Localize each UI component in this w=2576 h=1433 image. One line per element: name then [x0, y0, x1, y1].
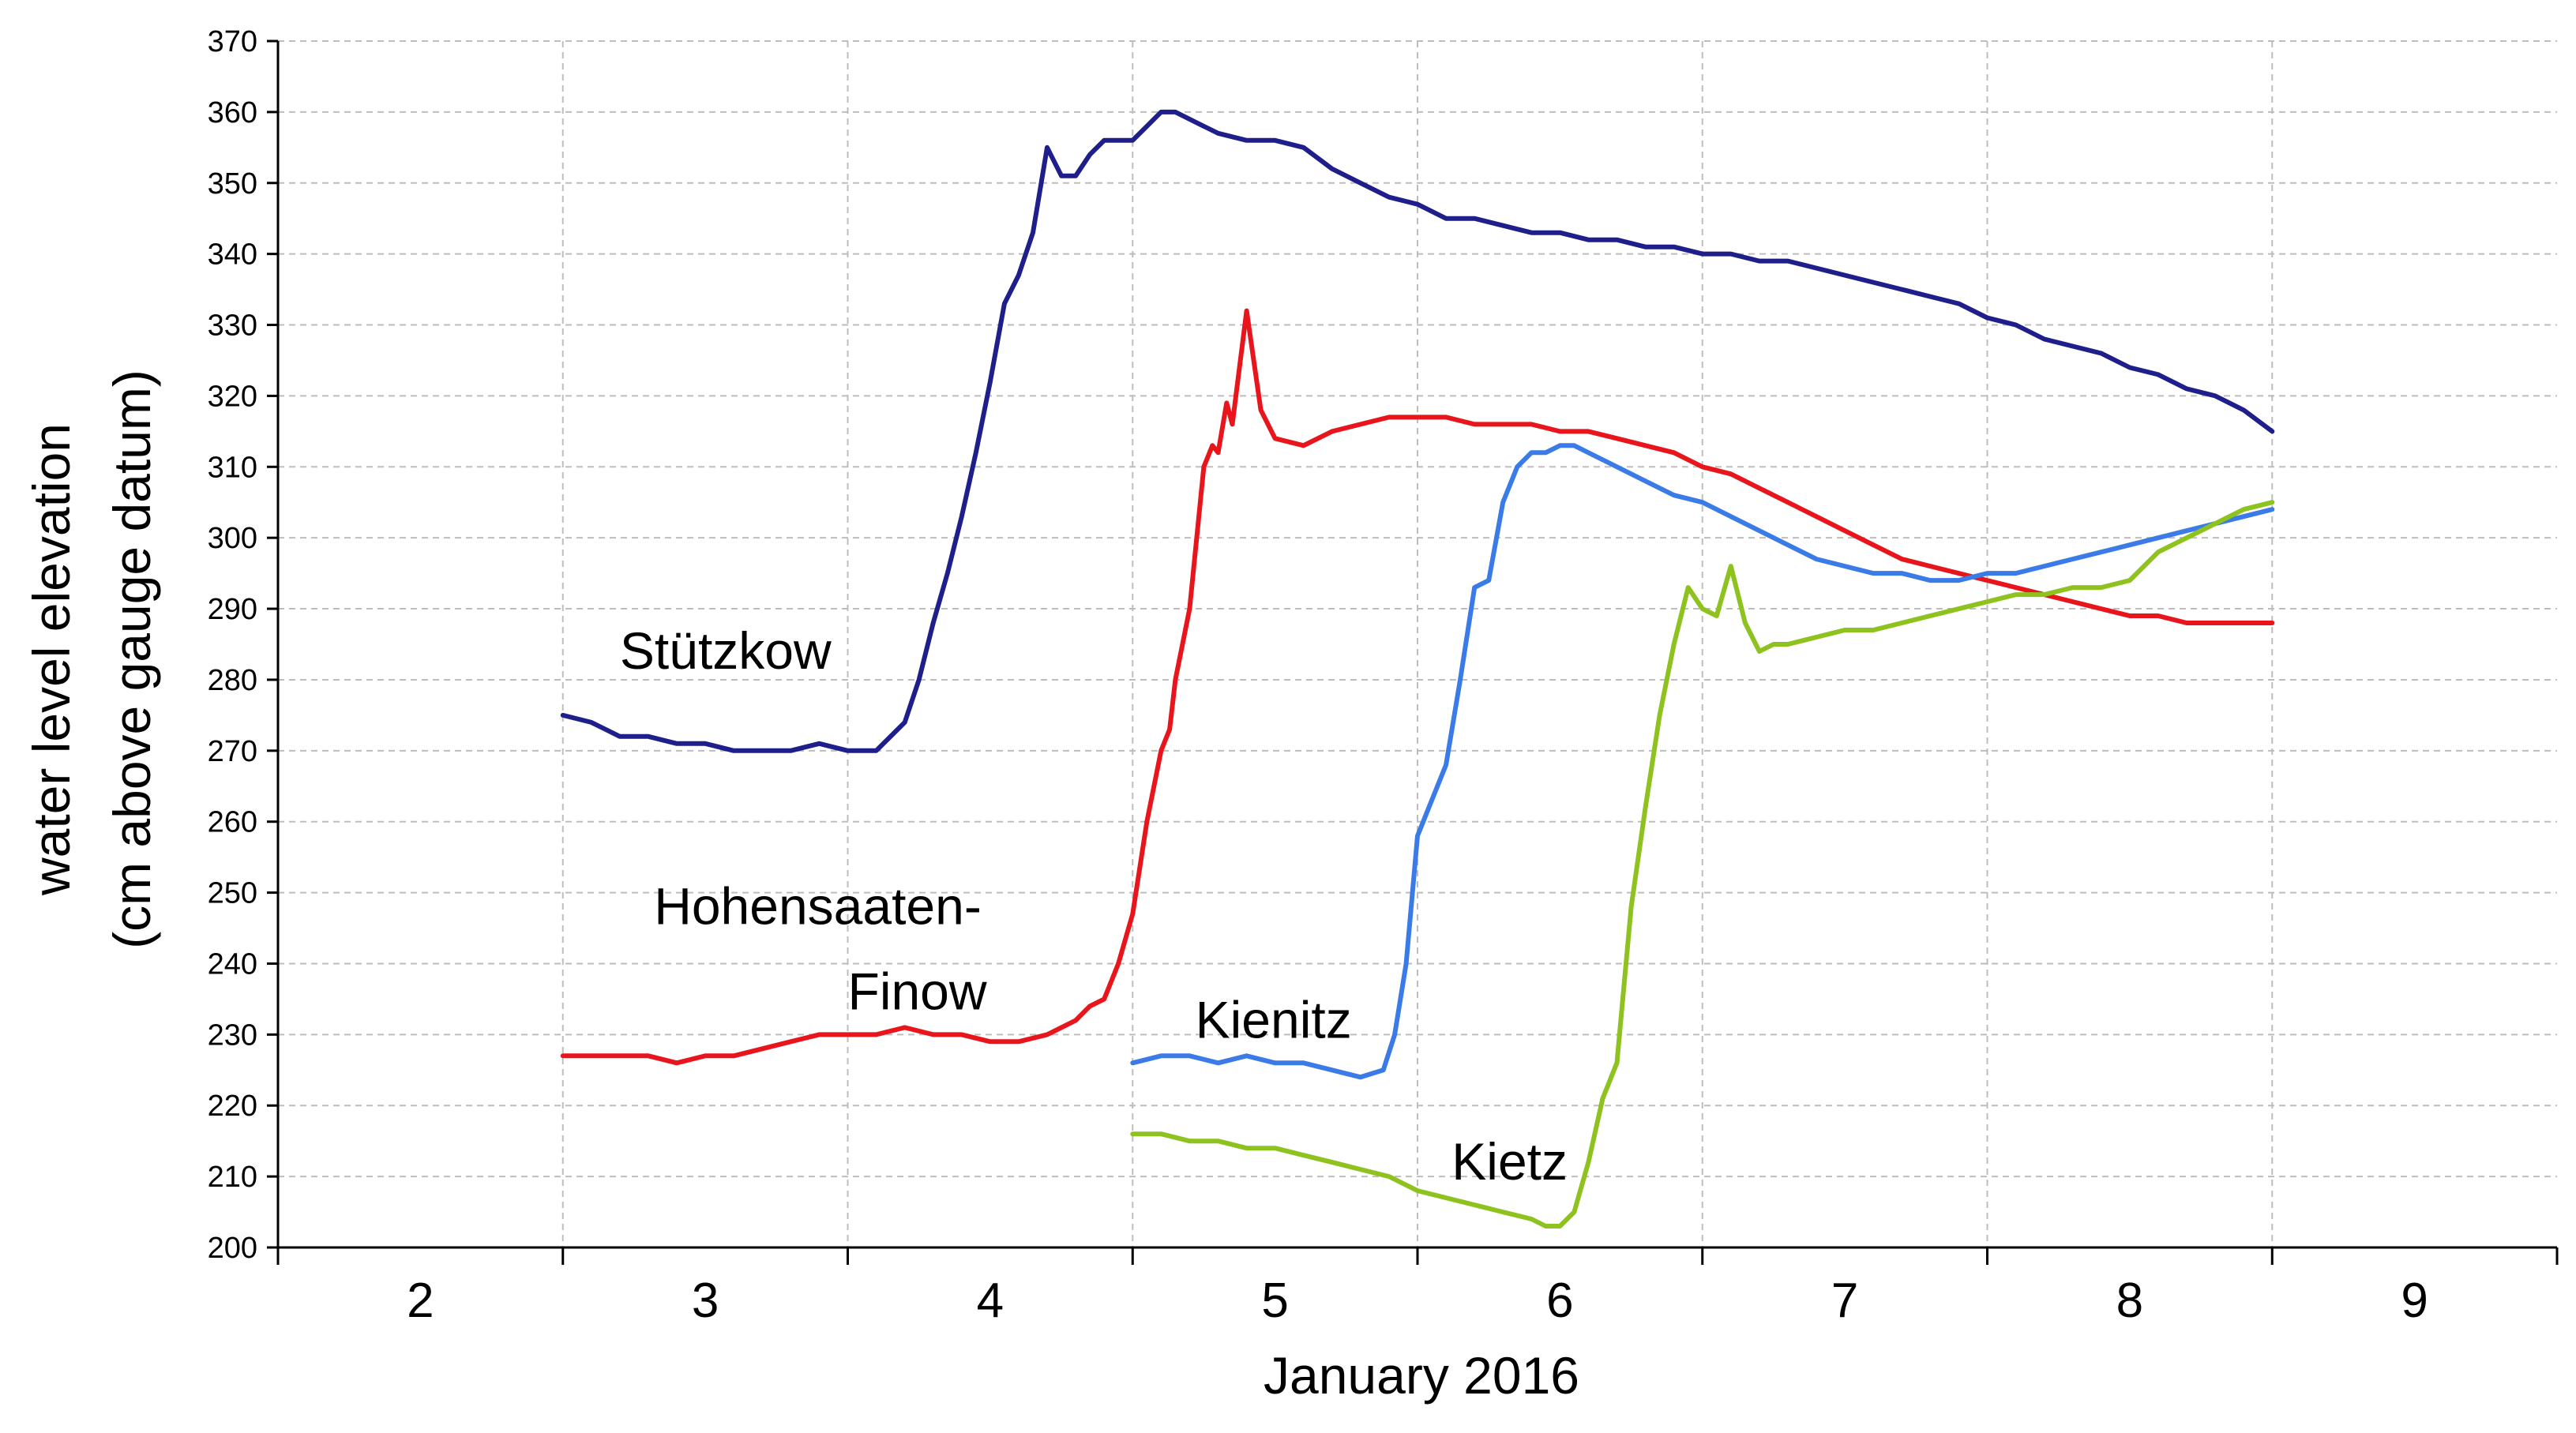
x-tick-label: 3	[692, 1274, 719, 1328]
x-tick-label: 5	[1261, 1274, 1288, 1328]
series-line-kietz	[1130, 500, 2275, 1229]
series-label: Kienitz	[1196, 990, 1352, 1048]
series-line-kienitz	[1130, 443, 2275, 1080]
series-line-hohensaaten-finow	[560, 308, 2275, 1066]
y-tick-label: 300	[208, 522, 257, 555]
series-label: Stützkow	[620, 621, 832, 680]
y-tick-label: 250	[208, 877, 257, 910]
y-tick-labels: 200 210 220 230 240 250 260 270 280 290 300 310 320 3…	[208, 25, 257, 1265]
grid	[278, 40, 2557, 1247]
x-tick-label: 4	[977, 1274, 1004, 1328]
x-tick-label: 7	[1831, 1274, 1858, 1328]
y-axis-title-line2: (cm above gauge datum)	[103, 370, 161, 949]
series-label: Kietz	[1451, 1132, 1568, 1191]
y-axis-title: water level elevation (cm above gauge da…	[22, 370, 161, 949]
y-tick-label: 270	[208, 735, 257, 768]
x-tick-label: 2	[407, 1274, 434, 1328]
y-tick-label: 280	[208, 664, 257, 697]
y-tick-label: 200	[208, 1232, 257, 1265]
y-tick-label: 220	[208, 1090, 257, 1123]
y-tick-label: 310	[208, 451, 257, 484]
y-tick-label: 260	[208, 806, 257, 839]
y-tick-label: 360	[208, 96, 257, 129]
x-tick-labels: 2 3 4 5 6 7 8 9	[407, 1274, 2428, 1328]
series-label: Finow	[848, 962, 987, 1020]
x-tick-label: 6	[1546, 1274, 1573, 1328]
series-line-st-tzkow	[560, 109, 2275, 753]
y-tick-label: 320	[208, 380, 257, 413]
x-tick-label: 8	[2116, 1274, 2143, 1328]
series-lines	[560, 109, 2275, 1229]
y-tick-label: 370	[208, 25, 257, 58]
y-tick-label: 350	[208, 167, 257, 201]
series-label: Hohensaaten-	[654, 877, 982, 936]
y-tick-label: 210	[208, 1161, 257, 1194]
y-axis-title-line1: water level elevation	[22, 423, 81, 896]
y-tick-label: 230	[208, 1018, 257, 1052]
y-tick-label: 240	[208, 947, 257, 981]
x-tick-label: 9	[2401, 1274, 2428, 1328]
x-axis-title: January 2016	[1264, 1346, 1579, 1405]
y-tick-label: 290	[208, 593, 257, 626]
y-tick-label: 340	[208, 238, 257, 272]
axes	[267, 39, 2559, 1265]
y-tick-label: 330	[208, 309, 257, 343]
series-labels: Stützkow Hohensaaten- Finow Kienitz Kietz	[620, 621, 1568, 1191]
